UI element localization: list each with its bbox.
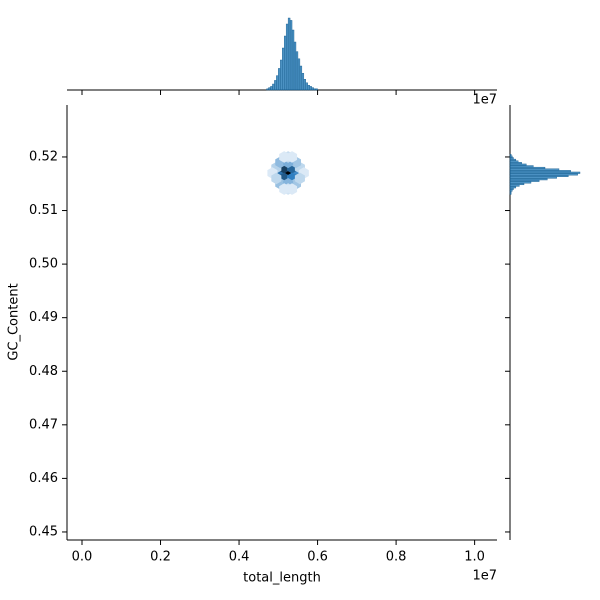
x-tick-label: 0.6 bbox=[307, 550, 328, 565]
y-tick-label: 0.46 bbox=[29, 471, 58, 486]
y-tick-label: 0.49 bbox=[29, 310, 58, 325]
x-tick-label: 0.8 bbox=[386, 550, 407, 565]
right-hist-bar bbox=[509, 191, 512, 194]
top-hist-bar bbox=[280, 59, 283, 91]
right-hist-bar bbox=[509, 187, 514, 190]
top-hist-bar bbox=[313, 88, 316, 91]
top-hist-bar bbox=[272, 83, 275, 91]
right-hist-bar bbox=[509, 179, 540, 182]
top-hist-bar bbox=[301, 72, 305, 91]
y-tick-label: 0.50 bbox=[29, 257, 58, 272]
top-hist-bar bbox=[303, 78, 306, 91]
top-hist-bar bbox=[309, 86, 312, 91]
top-hist-bar bbox=[285, 23, 289, 91]
right-hist-bar bbox=[509, 183, 525, 186]
top-hist-bar bbox=[278, 68, 281, 91]
right-hist-bar bbox=[509, 171, 581, 174]
right-hist-bar bbox=[509, 163, 527, 166]
y-tick-label: 0.52 bbox=[29, 149, 58, 164]
right-hist-bar bbox=[509, 162, 522, 165]
top-hist-bar bbox=[307, 84, 310, 91]
right-hist-bar bbox=[509, 181, 532, 184]
top-hist-bar bbox=[293, 41, 297, 91]
y-axis-label: GC_Content bbox=[7, 283, 22, 360]
right-hist-bar bbox=[509, 157, 514, 160]
y-tick-label: 0.51 bbox=[29, 203, 58, 218]
top-offset-label: 1e7 bbox=[472, 93, 497, 108]
y-tick-label: 0.47 bbox=[29, 417, 58, 432]
top-hist-bar bbox=[311, 87, 314, 91]
top-hist-bar bbox=[291, 29, 295, 91]
hex-cell bbox=[279, 151, 290, 163]
hex-cell bbox=[294, 172, 305, 185]
right-hist-bar bbox=[509, 165, 534, 168]
top-hist-bar bbox=[295, 51, 299, 91]
right-hist-bar bbox=[509, 192, 512, 195]
top-hist-bar bbox=[305, 82, 308, 91]
right-hist-bar bbox=[509, 158, 517, 161]
right-hist-bar bbox=[509, 184, 520, 187]
hex-cell bbox=[279, 183, 290, 195]
top-hist-bar bbox=[283, 35, 287, 91]
right-hist-bar bbox=[509, 168, 560, 171]
right-hist-bar bbox=[509, 170, 571, 173]
top-hist-bar bbox=[315, 88, 318, 91]
top-hist-bar bbox=[282, 47, 285, 91]
right-hist-bar bbox=[509, 176, 557, 179]
x-tick-label: 1.0 bbox=[464, 550, 485, 565]
right-hist-bar bbox=[509, 166, 546, 169]
hex-cell bbox=[271, 172, 282, 185]
right-hist-bar bbox=[509, 186, 517, 189]
top-hist-bar bbox=[297, 58, 301, 91]
hex-cell bbox=[287, 151, 298, 163]
x-tick-label: 0.0 bbox=[72, 550, 93, 565]
x-tick-label: 0.4 bbox=[229, 550, 250, 565]
top-hist-bar bbox=[268, 87, 271, 91]
y-tick-label: 0.45 bbox=[29, 524, 58, 539]
right-hist-bar bbox=[509, 178, 548, 181]
right-hist-bar bbox=[509, 160, 519, 163]
hex-cell bbox=[287, 183, 298, 195]
top-hist-bar bbox=[299, 65, 303, 91]
top-hist-bar bbox=[270, 86, 273, 91]
x-tick-label: 0.2 bbox=[150, 550, 171, 565]
top-hist-bar bbox=[289, 20, 293, 91]
right-hist-bar bbox=[509, 173, 578, 176]
right-hist-bar bbox=[509, 154, 512, 157]
y-tick-label: 0.48 bbox=[29, 364, 58, 379]
right-hist-bar bbox=[509, 174, 569, 177]
right-hist-bar bbox=[509, 189, 513, 192]
x-axis-label: total_length bbox=[243, 571, 321, 586]
top-hist-bar bbox=[266, 88, 269, 91]
top-hist-bar bbox=[274, 80, 277, 91]
x-offset-label: 1e7 bbox=[472, 569, 497, 584]
top-hist-bar bbox=[276, 75, 279, 91]
top-hist-bar bbox=[287, 17, 291, 91]
right-hist-bar bbox=[509, 155, 513, 158]
